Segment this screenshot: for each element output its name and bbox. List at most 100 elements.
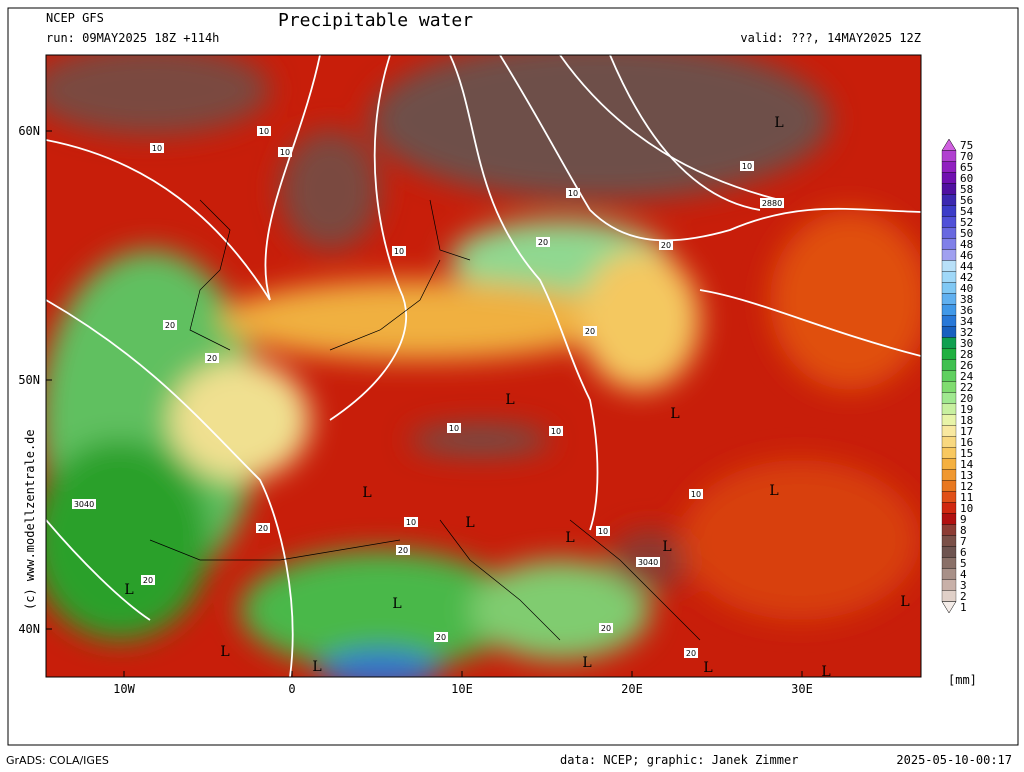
colorbar-label: 54 xyxy=(960,205,974,218)
colorbar-label: 58 xyxy=(960,183,973,196)
lon-label: 10E xyxy=(451,682,473,696)
low-marker: L xyxy=(900,594,909,610)
colorbar-swatch xyxy=(941,194,957,206)
colorbar-swatch xyxy=(941,469,957,481)
lat-label: 40N xyxy=(18,622,40,636)
contour-label-bg xyxy=(536,237,550,247)
colorbar-label: 56 xyxy=(960,194,973,207)
colorbar-label: 19 xyxy=(960,403,973,416)
colorbar-label: 20 xyxy=(960,392,973,405)
colorbar-swatch xyxy=(941,502,957,514)
contour-label-bg xyxy=(404,517,418,527)
contour-label-bg xyxy=(150,143,164,153)
contour-label-bg xyxy=(257,126,271,136)
footer-left: GrADS: COLA/IGES xyxy=(6,754,109,767)
colorbar-label: 75 xyxy=(960,139,973,152)
contour-label: 20 xyxy=(258,524,268,533)
colorbar-label: 1 xyxy=(960,601,967,614)
colorbar-label: 48 xyxy=(960,238,973,251)
colorbar-swatch xyxy=(941,172,957,184)
map-border xyxy=(45,54,922,678)
low-marker: L xyxy=(769,483,778,499)
map xyxy=(46,55,921,677)
colorbar-swatch xyxy=(941,260,957,272)
footer-date: 2025-05-10-00:17 xyxy=(896,753,1012,767)
contour-label: 10 xyxy=(598,527,608,536)
colorbar-swatch xyxy=(941,392,957,404)
colorbar-label: 32 xyxy=(960,326,973,339)
colorbar-label: 15 xyxy=(960,447,973,460)
low-marker: L xyxy=(505,392,514,408)
colorbar-label: 6 xyxy=(960,546,967,559)
colorbar-label: 16 xyxy=(960,436,973,449)
colorbar-swatch xyxy=(941,227,957,239)
colorbar-label: 13 xyxy=(960,469,973,482)
low-marker: L xyxy=(582,655,591,671)
contour-label: 10 xyxy=(259,127,269,136)
contour-label-bg xyxy=(163,320,177,330)
colorbar-swatch xyxy=(941,590,957,602)
colorbar-swatch xyxy=(941,546,957,558)
lat-label: 60N xyxy=(18,124,40,138)
colorbar-label: 12 xyxy=(960,480,973,493)
colorbar-swatch xyxy=(941,513,957,525)
colorbar-label: 60 xyxy=(960,172,973,185)
lat-label: 50N xyxy=(18,373,40,387)
low-marker: L xyxy=(312,659,321,675)
low-marker: L xyxy=(392,596,401,612)
colorbar-label: 24 xyxy=(960,370,974,383)
lon-label: 0 xyxy=(288,682,295,696)
model: NCEP GFS xyxy=(46,11,104,25)
contour-label-bg xyxy=(392,246,406,256)
contour-label-bg xyxy=(566,188,580,198)
colorbar-swatch xyxy=(941,447,957,459)
contour-label: 10 xyxy=(449,424,459,433)
colorbar-swatch xyxy=(941,480,957,492)
contour-label: 10 xyxy=(152,144,162,153)
colorbar-swatch xyxy=(941,579,957,591)
contour-label: 20 xyxy=(165,321,175,330)
lon-label: 30E xyxy=(791,682,813,696)
colorbar-label: 9 xyxy=(960,513,967,526)
contour-label: 3040 xyxy=(638,558,658,567)
colorbar-swatch xyxy=(941,150,957,162)
colorbar-swatch xyxy=(941,337,957,349)
colorbar-label: 38 xyxy=(960,293,973,306)
colorbar-label: 26 xyxy=(960,359,973,372)
colorbar-label: 10 xyxy=(960,502,973,515)
contour-label: 2880 xyxy=(762,199,782,208)
colorbar-swatch xyxy=(941,425,957,437)
contour-label: 10 xyxy=(394,247,404,256)
colorbar-swatch xyxy=(941,381,957,393)
colorbar-label: 4 xyxy=(960,568,967,581)
low-marker: L xyxy=(362,485,371,501)
colorbar-swatch xyxy=(941,249,957,261)
contour-label: 10 xyxy=(551,427,561,436)
low-marker: L xyxy=(821,664,830,680)
contour-label-bg xyxy=(659,240,673,250)
contour-label: 10 xyxy=(280,148,290,157)
colorbar-swatch xyxy=(941,568,957,580)
colorbar-cap xyxy=(941,138,957,151)
contour-label-bg xyxy=(72,499,96,509)
colorbar-label: 11 xyxy=(960,491,973,504)
colorbar-label: 52 xyxy=(960,216,973,229)
low-marker: L xyxy=(662,539,671,555)
contour-label: 20 xyxy=(143,576,153,585)
colorbar-label: 2 xyxy=(960,590,967,603)
colorbar-swatch xyxy=(941,216,957,228)
contour-label: 10 xyxy=(568,189,578,198)
contour-label-bg xyxy=(599,623,613,633)
colorbar-label: 18 xyxy=(960,414,973,427)
contour-label: 10 xyxy=(742,162,752,171)
colorbar-label: 30 xyxy=(960,337,973,350)
contour-label: 20 xyxy=(585,327,595,336)
contour-label: 10 xyxy=(691,490,701,499)
contour-label-bg xyxy=(396,545,410,555)
colorbar-swatch xyxy=(941,491,957,503)
title: Precipitable water xyxy=(278,10,473,31)
contour-label: 20 xyxy=(436,633,446,642)
colorbar-label: 42 xyxy=(960,271,973,284)
contour-label: 20 xyxy=(661,241,671,250)
